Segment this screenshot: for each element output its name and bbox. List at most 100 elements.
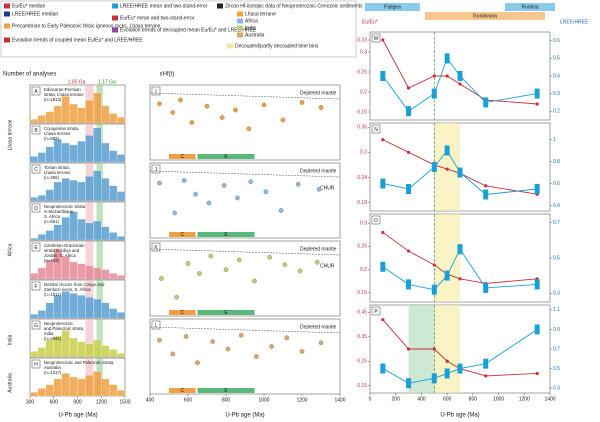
hist-bar [109, 273, 118, 280]
period-label: Rodinia [522, 4, 539, 10]
point [284, 335, 290, 341]
y-tick-label: 0.25 [357, 69, 367, 75]
point [236, 257, 242, 263]
y-tick-label: 0.3 [360, 150, 367, 156]
hist-bar [45, 189, 54, 202]
hist-bar [53, 139, 62, 163]
hist-bar [77, 341, 86, 358]
mean-box [483, 358, 489, 369]
panel-label: and Paleozoic strata, [44, 326, 84, 331]
panel-label: S. Africa [44, 214, 61, 219]
point [318, 105, 324, 110]
point [235, 195, 240, 201]
depleted-mantle [149, 170, 341, 178]
x-tick-label: 1200 [296, 397, 307, 403]
y2-tick-label: 0.4 [553, 203, 560, 209]
hist-bar [45, 146, 54, 163]
mean-box [406, 106, 412, 117]
hist-bar [93, 339, 102, 358]
ga-label: 1.17 Ga [98, 79, 116, 85]
panel-letter: C [34, 167, 38, 173]
y2-tick-label: 0.8 [553, 159, 560, 165]
x-tick-label: 1500 [119, 399, 130, 405]
hist-bar [101, 178, 110, 202]
y2-tick-label: 0.2 [553, 109, 560, 115]
x-tick-label: 600 [184, 397, 193, 403]
mean-point [484, 374, 488, 378]
point [178, 97, 183, 103]
x-tick-label: 400 [417, 396, 426, 402]
period-bar [425, 12, 545, 20]
hist-bar [93, 220, 102, 241]
hist-bar [69, 293, 78, 319]
legend-swatch [4, 23, 10, 29]
point [197, 271, 202, 276]
legend-swatch [227, 43, 233, 49]
panel-label: Cambrian-Ordovician [44, 243, 85, 248]
mean-box [431, 88, 437, 99]
mean-box [431, 162, 437, 172]
hist-bar [61, 217, 70, 241]
x-tick-label: 600 [50, 399, 59, 405]
panel-label: Neoproterozoic [44, 321, 74, 326]
region-label: Australia [7, 373, 13, 393]
mean-box [406, 378, 412, 389]
panel-letter-box [31, 86, 41, 96]
mean-box [534, 88, 540, 99]
hist-bar [37, 234, 46, 241]
region-label: Lhasa terrane [7, 119, 13, 150]
legend-swatch [112, 15, 118, 21]
legend-text: Eu/Eu* median [12, 3, 46, 9]
x-tick-label: 1000 [258, 397, 269, 403]
panel-label: Zambezi rivers, S. Africa [44, 287, 91, 292]
mean-point [381, 38, 385, 42]
hist-bar [53, 105, 62, 124]
point [316, 186, 322, 192]
x-tick-label: 900 [73, 399, 82, 405]
y2-tick-label: 0.3 [553, 385, 560, 391]
mean-box [444, 270, 450, 281]
hist-bar [101, 378, 110, 397]
hist-bar [69, 144, 78, 163]
period-bar [365, 3, 420, 11]
panel-frame [149, 240, 341, 317]
mean-box [431, 284, 437, 295]
hist-bar [116, 353, 126, 358]
hist-bar [85, 100, 94, 124]
time-bar [169, 154, 196, 159]
time-bar [197, 154, 255, 159]
note: Depleted mantle [300, 168, 337, 174]
hist-bar [85, 374, 94, 397]
panel-letter-box [371, 215, 381, 225]
x-tick-label: 0 [369, 396, 372, 402]
panel-letter: M [374, 36, 378, 42]
legend-swatch [237, 11, 243, 17]
hist-bar [61, 330, 70, 358]
legend-text: LREE/HREE mean and two-stand-error [120, 3, 208, 9]
panel-letter-box [151, 242, 161, 252]
legend-swatch [112, 3, 118, 9]
time-bar [169, 388, 196, 393]
panel-letter: F [34, 284, 37, 290]
panel-label: (n=583) [44, 136, 59, 141]
number-label: Number of analyses [3, 72, 56, 78]
region-label: Africa [7, 243, 13, 256]
hist-bar [53, 295, 62, 319]
x-tick-label: 1200 [519, 396, 530, 402]
panel-letter-box [151, 164, 161, 174]
mean-point [406, 249, 411, 253]
mean-box [444, 368, 450, 379]
mean-box [457, 71, 463, 81]
panel-letter-box [31, 320, 41, 330]
panel-letter-box [371, 306, 381, 316]
time-bar-label: C [180, 310, 184, 316]
panel-label: (n=2641) [44, 336, 62, 341]
legend-text: India [245, 25, 256, 31]
x-tick-label: 1000 [493, 396, 504, 402]
panel-label: Tonian strata, [44, 165, 70, 170]
point [219, 115, 225, 120]
point [193, 191, 198, 197]
panel-label: Australia [44, 365, 61, 370]
mean-box [534, 184, 540, 194]
legend-text: Africa [245, 18, 258, 24]
